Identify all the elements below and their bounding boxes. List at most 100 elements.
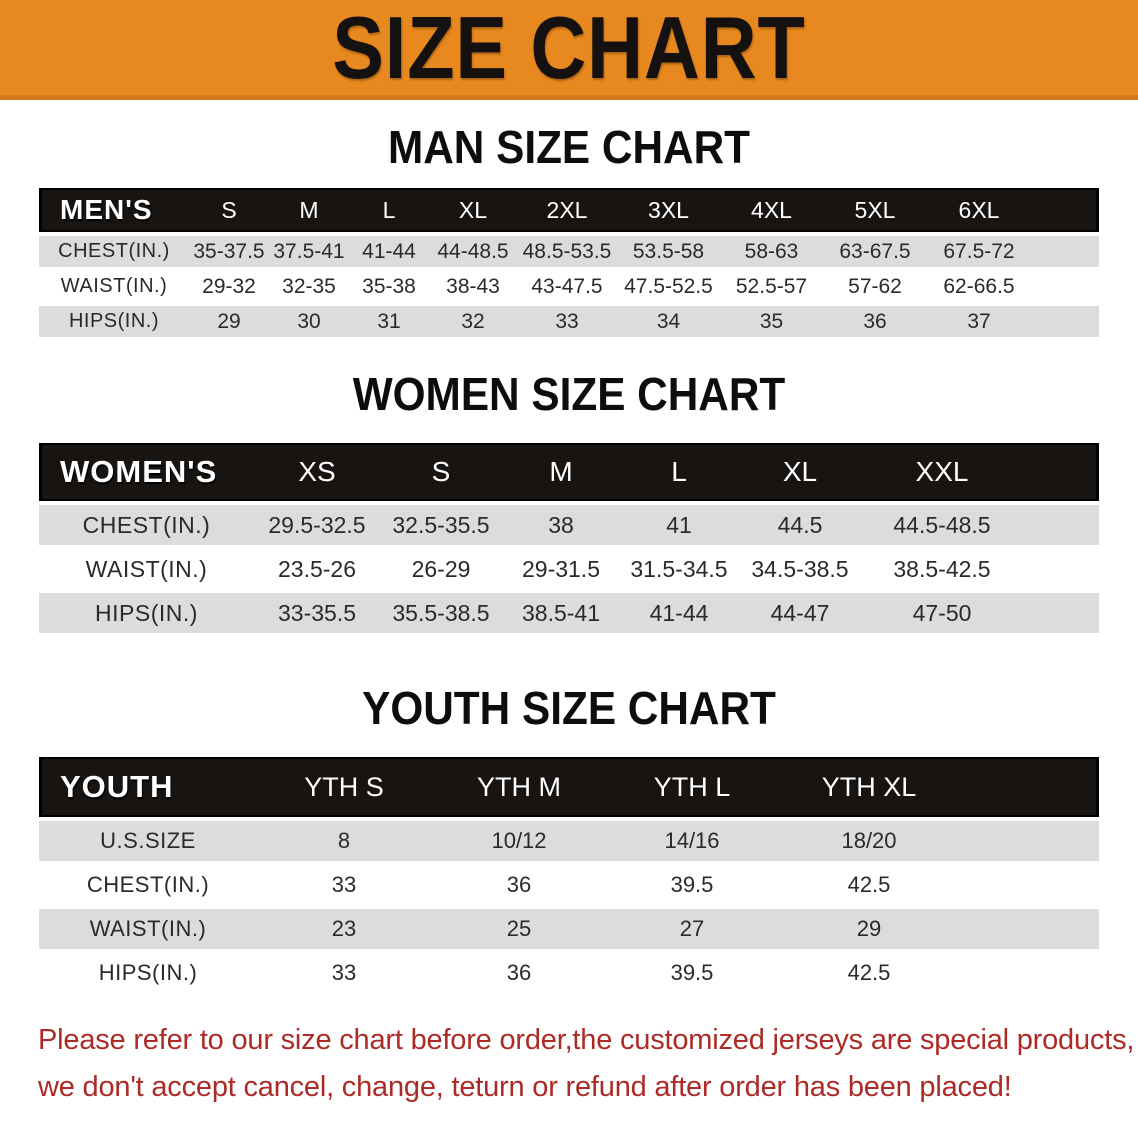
column-header: S — [380, 443, 502, 501]
table-row: WAIST(IN.) 23 25 27 29 — [39, 909, 1099, 949]
size-cell: 42.5 — [777, 953, 961, 993]
table-row: U.S.SIZE 8 10/12 14/16 18/20 — [39, 821, 1099, 861]
table-header-label: WOMEN'S — [39, 443, 254, 501]
table-row: WAIST(IN.) 23.5-26 26-29 29-31.5 31.5-34.5 34… — [39, 549, 1099, 589]
size-cell: 34 — [617, 306, 720, 337]
column-header: XS — [254, 443, 380, 501]
table-header-label: YOUTH — [39, 757, 257, 817]
column-header: S — [189, 188, 269, 232]
row-filler — [961, 821, 1099, 861]
size-cell: 26-29 — [380, 549, 502, 589]
row-filler — [1031, 271, 1099, 302]
men-size-table: MEN'S S M L XL 2XL 3XL 4XL 5XL 6XL CHEST(IN.) 35-37… — [39, 184, 1099, 341]
size-cell: 38.5-42.5 — [862, 549, 1022, 589]
row-filler — [1022, 593, 1099, 633]
row-filler — [1022, 549, 1099, 589]
row-label: CHEST(IN.) — [39, 865, 257, 905]
size-cell: 44.5 — [738, 505, 862, 545]
size-cell: 27 — [607, 909, 777, 949]
table-row: CHEST(IN.) 35-37.5 37.5-41 41-44 44-48.5 48.5… — [39, 236, 1099, 267]
size-cell: 39.5 — [607, 953, 777, 993]
table-row: HIPS(IN.) 33 36 39.5 42.5 — [39, 953, 1099, 993]
size-cell: 33-35.5 — [254, 593, 380, 633]
section-title-women: WOMEN SIZE CHART — [352, 368, 786, 420]
size-cell: 41 — [620, 505, 738, 545]
size-cell: 18/20 — [777, 821, 961, 861]
size-cell: 29 — [777, 909, 961, 949]
youth-size-table: YOUTH YTH S YTH M YTH L YTH XL U.S.SIZE 8 10/12… — [39, 753, 1099, 997]
section-title-youth: YOUTH SIZE CHART — [362, 682, 776, 734]
column-header: YTH M — [431, 757, 607, 817]
size-cell: 41-44 — [620, 593, 738, 633]
youth-size-section: YOUTH SIZE CHART YOUTH YTH S YTH M YTH L YTH… — [0, 683, 1138, 997]
size-cell: 57-62 — [823, 271, 927, 302]
size-cell: 37.5-41 — [269, 236, 349, 267]
row-label: WAIST(IN.) — [39, 271, 189, 302]
size-cell: 29-32 — [189, 271, 269, 302]
size-cell: 39.5 — [607, 865, 777, 905]
header-filler — [1031, 188, 1099, 232]
size-cell: 31 — [349, 306, 429, 337]
column-header: XXL — [862, 443, 1022, 501]
size-cell: 25 — [431, 909, 607, 949]
size-cell: 23 — [257, 909, 431, 949]
size-cell: 32-35 — [269, 271, 349, 302]
column-header: YTH S — [257, 757, 431, 817]
size-cell: 36 — [431, 865, 607, 905]
size-cell: 37 — [927, 306, 1031, 337]
row-label: HIPS(IN.) — [39, 306, 189, 337]
table-row: WAIST(IN.) 29-32 32-35 35-38 38-43 43-47.5 47.… — [39, 271, 1099, 302]
table-row: HIPS(IN.) 33-35.5 35.5-38.5 38.5-41 41-44 44-… — [39, 593, 1099, 633]
size-cell: 48.5-53.5 — [517, 236, 617, 267]
size-cell: 67.5-72 — [927, 236, 1031, 267]
size-cell: 23.5-26 — [254, 549, 380, 589]
size-cell: 47.5-52.5 — [617, 271, 720, 302]
column-header: L — [620, 443, 738, 501]
row-label: HIPS(IN.) — [39, 953, 257, 993]
size-cell: 35 — [720, 306, 823, 337]
size-cell: 10/12 — [431, 821, 607, 861]
women-size-section: WOMEN SIZE CHART WOMEN'S XS S M L XL XXL CHEST(… — [0, 369, 1138, 637]
row-filler — [1031, 236, 1099, 267]
row-filler — [961, 953, 1099, 993]
size-cell: 14/16 — [607, 821, 777, 861]
row-label: WAIST(IN.) — [39, 909, 257, 949]
women-size-table: WOMEN'S XS S M L XL XXL CHEST(IN.) 29.5-32.5 32.5… — [39, 439, 1099, 637]
disclaimer-line-2: we don't accept cancel, change, teturn o… — [38, 1071, 1012, 1103]
size-cell: 42.5 — [777, 865, 961, 905]
size-cell: 35-38 — [349, 271, 429, 302]
row-label: CHEST(IN.) — [39, 236, 189, 267]
size-cell: 43-47.5 — [517, 271, 617, 302]
row-filler — [1022, 505, 1099, 545]
size-cell: 58-63 — [720, 236, 823, 267]
size-cell: 35-37.5 — [189, 236, 269, 267]
disclaimer-line-1: Please refer to our size chart before or… — [38, 1024, 1135, 1056]
column-header: 4XL — [720, 188, 823, 232]
column-header: 3XL — [617, 188, 720, 232]
size-cell: 33 — [257, 953, 431, 993]
banner-title: SIZE CHART — [332, 0, 806, 97]
size-cell: 44-47 — [738, 593, 862, 633]
header-filler — [1022, 443, 1099, 501]
column-header: 6XL — [927, 188, 1031, 232]
column-header: XL — [738, 443, 862, 501]
size-cell: 36 — [823, 306, 927, 337]
table-header-row: WOMEN'S XS S M L XL XXL — [39, 443, 1099, 501]
size-cell: 38.5-41 — [502, 593, 620, 633]
size-cell: 41-44 — [349, 236, 429, 267]
row-filler — [961, 909, 1099, 949]
size-cell: 38-43 — [429, 271, 517, 302]
section-title-men: MAN SIZE CHART — [387, 121, 751, 173]
size-cell: 34.5-38.5 — [738, 549, 862, 589]
row-label: HIPS(IN.) — [39, 593, 254, 633]
size-cell: 35.5-38.5 — [380, 593, 502, 633]
men-size-section: MAN SIZE CHART MEN'S S M L XL 2XL 3XL 4XL 5XL 6XL… — [0, 122, 1138, 341]
table-row: CHEST(IN.) 29.5-32.5 32.5-35.5 38 41 44.5 44.5… — [39, 505, 1099, 545]
size-cell: 33 — [257, 865, 431, 905]
size-cell: 44.5-48.5 — [862, 505, 1022, 545]
row-filler — [1031, 306, 1099, 337]
size-cell: 47-50 — [862, 593, 1022, 633]
column-header: YTH XL — [777, 757, 961, 817]
row-label: CHEST(IN.) — [39, 505, 254, 545]
